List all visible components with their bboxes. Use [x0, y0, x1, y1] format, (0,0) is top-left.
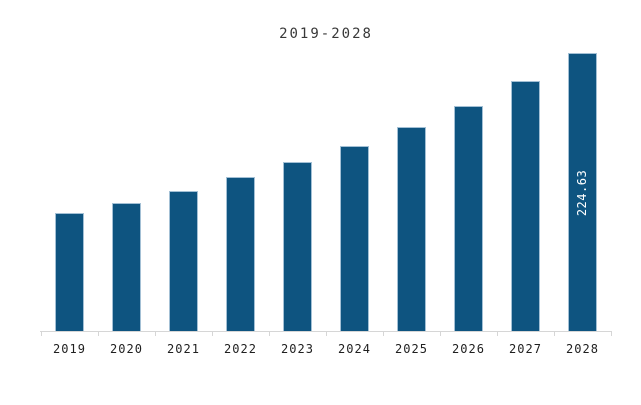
bar-2028: 224.63 [568, 53, 597, 331]
bar-cell: 224.63 [554, 53, 611, 331]
bar-cell [269, 53, 326, 331]
x-axis-tick [41, 331, 42, 336]
x-axis-tick [497, 331, 498, 336]
x-axis-label: 2020 [110, 342, 143, 356]
bar-2021 [169, 191, 198, 331]
bar-cell [440, 53, 497, 331]
bar-2023 [283, 161, 312, 331]
bar-cell [155, 53, 212, 331]
x-axis-label: 2027 [509, 342, 542, 356]
x-axis-tick [554, 331, 555, 336]
x-axis-tick [383, 331, 384, 336]
bar-cell [212, 53, 269, 331]
bar-2025 [397, 127, 426, 331]
x-axis-line [40, 331, 611, 332]
bar-2020 [112, 203, 141, 331]
x-axis-tick [440, 331, 441, 336]
x-axis-tick [269, 331, 270, 336]
x-axis-label: 2025 [395, 342, 428, 356]
plot-area: 224.63 [41, 53, 611, 331]
bar-2027 [511, 81, 540, 331]
x-axis-tick [98, 331, 99, 336]
x-axis-tick [326, 331, 327, 336]
bar-cell [98, 53, 155, 331]
x-axis-label: 2023 [281, 342, 314, 356]
bar-cell [41, 53, 98, 331]
x-axis-tick [212, 331, 213, 336]
x-axis-ticks [41, 331, 612, 336]
x-axis-label: 2019 [53, 342, 86, 356]
bar-2019 [55, 212, 84, 331]
x-axis-labels: 2019 2020 2021 2022 2023 2024 2025 2026 2027 2028 [41, 342, 611, 356]
chart-title: 2019-2028 [279, 26, 373, 42]
x-axis-label: 2028 [566, 342, 599, 356]
bar-value-label: 224.63 [575, 169, 590, 216]
x-axis-tick [611, 331, 612, 336]
x-axis-label: 2026 [452, 342, 485, 356]
x-axis-label: 2022 [224, 342, 257, 356]
bar-2022 [226, 177, 255, 331]
bar-cell [383, 53, 440, 331]
x-axis-label: 2021 [167, 342, 200, 356]
bar-2024 [340, 146, 369, 331]
bar-cell [497, 53, 554, 331]
bar-2026 [454, 106, 483, 331]
x-axis-label: 2024 [338, 342, 371, 356]
x-axis-tick [155, 331, 156, 336]
bar-cell [326, 53, 383, 331]
